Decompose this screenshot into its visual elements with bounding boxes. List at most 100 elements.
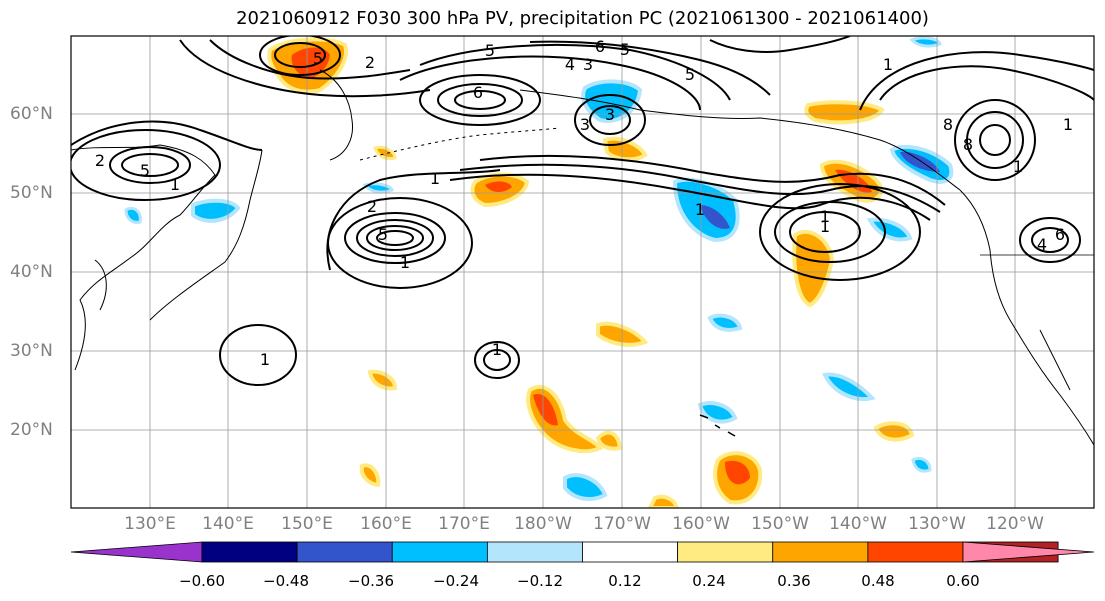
na-west-coast <box>959 189 1094 446</box>
lon-label: 170°E <box>438 514 490 534</box>
precip-patch <box>373 145 397 160</box>
contour-line <box>479 154 946 206</box>
contour-label: 1 <box>400 253 410 272</box>
precip-patch <box>362 182 394 194</box>
contour-line <box>71 129 221 201</box>
colorbar-extend-max <box>962 541 1095 563</box>
colorbar-segment <box>201 541 298 563</box>
precip-patch <box>697 401 738 424</box>
colorbar-tick-label: 0.12 <box>608 572 642 590</box>
contour-label: 5 <box>685 65 695 84</box>
lat-label: 20°N <box>10 420 53 440</box>
precip-patch <box>822 372 876 401</box>
lon-label: 140°E <box>202 514 254 534</box>
contour-line <box>109 146 191 184</box>
contour-line <box>419 74 541 126</box>
colorbar-extend-min <box>70 541 203 563</box>
lat-label: 30°N <box>10 341 53 361</box>
lon-label: 150°E <box>281 514 333 534</box>
colorbar-tick-label: −0.60 <box>179 572 225 590</box>
contour-label: 1 <box>492 340 502 359</box>
contour-line <box>966 111 1024 169</box>
contour-line <box>437 83 523 117</box>
contour-label: 6 <box>595 37 605 56</box>
colorbar-tick-label: 0.48 <box>861 572 895 590</box>
contour-label: 2 <box>365 53 375 72</box>
contour-line <box>399 55 701 111</box>
contour-label: 1 <box>170 175 180 194</box>
lon-label: 160°W <box>672 514 730 534</box>
contour-label: 3 <box>583 55 593 74</box>
contour-label: 6 <box>1055 225 1065 244</box>
contour-line <box>179 39 431 98</box>
contour-line <box>454 90 506 110</box>
colorbar-segment <box>677 541 774 563</box>
precip-patch <box>866 217 913 242</box>
japan-coast <box>149 149 263 321</box>
contour-line <box>954 99 1036 181</box>
kamchatka-coast <box>319 69 354 161</box>
lon-label: 120°W <box>986 514 1044 534</box>
colorbar-segment <box>486 541 583 563</box>
colorbar-segment <box>296 541 393 563</box>
contour-line <box>219 324 297 386</box>
precip-patch <box>124 206 142 224</box>
contour-label: 1 <box>430 169 440 188</box>
contour-label: 3 <box>580 115 590 134</box>
lon-label: 140°W <box>829 514 887 534</box>
map-title: 2021060912 F030 300 hPa PV, precipitatio… <box>236 8 929 29</box>
contour-line <box>209 39 411 80</box>
contour-line <box>419 44 731 101</box>
korea-coast <box>94 259 107 311</box>
hawaii-islands <box>699 414 736 437</box>
precip-patch <box>707 313 743 332</box>
contour-line <box>759 183 921 281</box>
contour-line <box>366 225 424 251</box>
precip-patch <box>595 430 623 451</box>
contour-label: 8 <box>963 135 973 154</box>
contour-labels: 5 2 5 1 5 6 3 2 1 5 1 2 1 1 3 4 5 6 3 1 … <box>95 37 1073 369</box>
precip-patch <box>725 460 750 485</box>
precip-patch <box>596 321 649 347</box>
precip-patch <box>804 100 885 125</box>
lon-label: 160°E <box>360 514 412 534</box>
contour-line <box>121 153 179 177</box>
contour-label: 3 <box>605 105 615 124</box>
precip-patch <box>909 36 942 48</box>
contour-label: 2 <box>95 151 105 170</box>
precip-patch <box>533 394 558 426</box>
contour-line <box>376 230 414 246</box>
contour-line <box>449 173 931 221</box>
colorbar-tick-label: −0.36 <box>348 572 394 590</box>
precip-patch <box>191 198 241 223</box>
colorbar-segment <box>867 541 964 563</box>
contour-label: 4 <box>565 55 575 74</box>
contour-label: 5 <box>378 225 388 244</box>
contour-label: 1 <box>695 200 705 219</box>
contour-line <box>789 211 861 253</box>
contour-line <box>71 120 263 151</box>
alaska-coast <box>519 89 961 191</box>
contour-label: 1 <box>820 217 830 236</box>
lon-label: 170°W <box>593 514 651 534</box>
precip-patch <box>647 494 680 508</box>
contour-line <box>879 65 1094 101</box>
lon-label: 130°W <box>908 514 966 534</box>
contour-label: 1 <box>1063 115 1073 134</box>
contour-label: 5 <box>485 41 495 60</box>
colorbar-segment <box>582 541 679 563</box>
contour-label: 1 <box>883 55 893 74</box>
asia-coast <box>71 144 216 371</box>
precip-patch <box>873 421 915 442</box>
contour-label: 6 <box>473 83 483 102</box>
precip-patch <box>563 473 608 502</box>
contour-line <box>326 169 501 271</box>
map-frame <box>70 35 1095 509</box>
contour-line <box>356 219 434 257</box>
contour-label: 4 <box>1037 235 1047 254</box>
contour-line <box>274 42 326 68</box>
precip-patch <box>700 205 730 229</box>
lat-label: 50°N <box>10 183 53 203</box>
contour-line <box>979 124 1011 156</box>
